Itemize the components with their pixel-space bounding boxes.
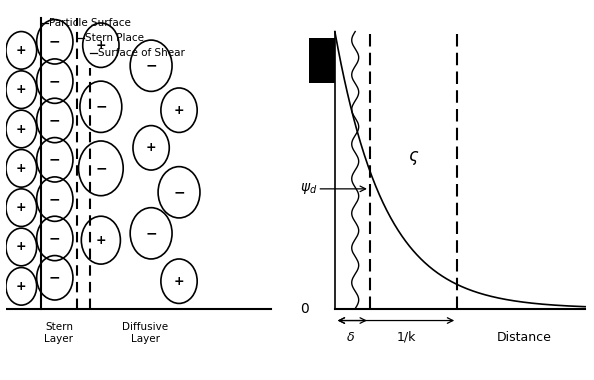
Text: +: + <box>96 234 106 247</box>
Text: −: − <box>173 185 185 199</box>
Text: −: − <box>49 153 61 167</box>
Text: Stern Place: Stern Place <box>85 33 144 43</box>
Text: +: + <box>96 39 106 52</box>
Text: $\varsigma$: $\varsigma$ <box>408 149 419 167</box>
Text: Particle Surface: Particle Surface <box>49 18 131 28</box>
Text: +: + <box>173 104 184 117</box>
Text: −: − <box>49 192 61 206</box>
Text: $\psi_d$: $\psi_d$ <box>300 181 317 196</box>
Text: +: + <box>173 275 184 288</box>
Text: +: + <box>146 141 156 154</box>
Text: Diffusive
Layer: Diffusive Layer <box>122 322 169 344</box>
Text: +: + <box>16 162 27 175</box>
Bar <box>309 38 335 83</box>
Text: +: + <box>16 241 27 253</box>
Text: Stern
Layer: Stern Layer <box>45 322 74 344</box>
Text: Distance: Distance <box>497 331 551 344</box>
Text: 0: 0 <box>300 302 309 315</box>
Text: Surface of Shear: Surface of Shear <box>97 48 184 58</box>
Text: 1/k: 1/k <box>396 331 416 344</box>
Text: −: − <box>95 100 107 114</box>
Text: −: − <box>49 35 61 49</box>
Text: +: + <box>16 83 27 96</box>
Text: +: + <box>16 122 27 136</box>
Text: −: − <box>146 59 157 73</box>
Text: +: + <box>16 280 27 293</box>
Text: +: + <box>16 201 27 214</box>
Text: −: − <box>49 74 61 88</box>
Text: −: − <box>95 162 107 175</box>
Text: −: − <box>49 114 61 127</box>
Text: +: + <box>16 44 27 57</box>
Text: $\delta$: $\delta$ <box>346 331 355 344</box>
Text: −: − <box>146 226 157 240</box>
Text: −: − <box>49 231 61 245</box>
Text: −: − <box>49 271 61 285</box>
